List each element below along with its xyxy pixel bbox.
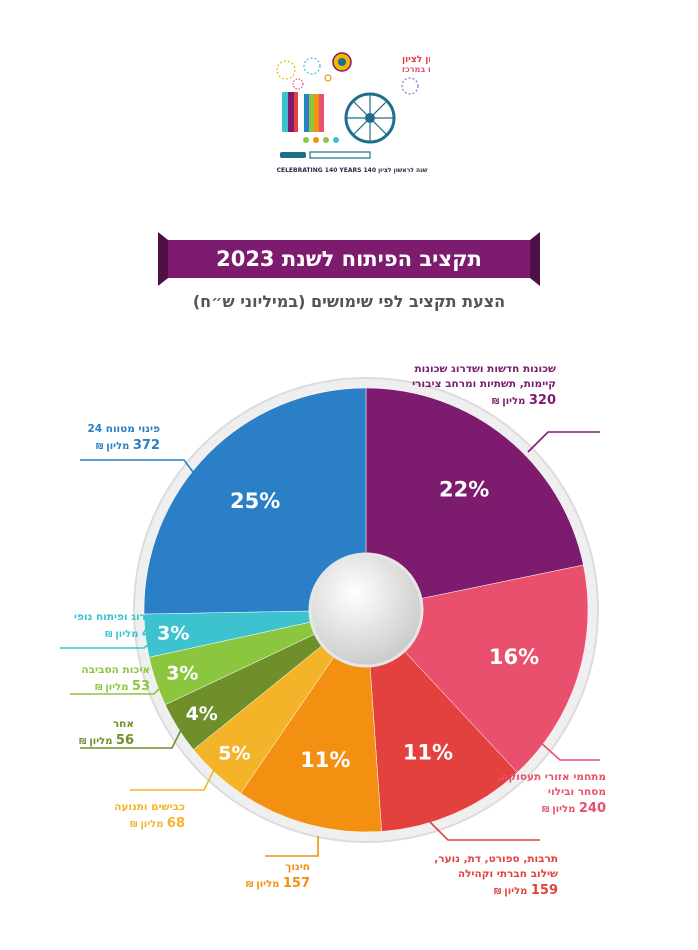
leader-line-1 <box>527 431 600 453</box>
trees-icon <box>303 137 339 143</box>
pie-slice-1 <box>365 387 584 611</box>
slice-label-4: חינוך 157 מליון₪ <box>246 860 310 894</box>
pie-percent-label-4: 11% <box>300 748 350 772</box>
pie-percent-label-2: 16% <box>489 645 539 669</box>
shekel-icon: ₪ <box>95 683 103 693</box>
shekel-icon: ₪ <box>494 887 502 897</box>
slice-label-7: איכות הסביבה 53 מליון₪ <box>81 663 150 697</box>
shekel-icon: ₪ <box>79 737 87 747</box>
slice-label-3: תרבות, ספורט, דת, נוער, שילוב חברתי וקהיל… <box>434 852 558 901</box>
logo-caption: CELEBRATING 140 YEARS 140 שנה לראשון לצי… <box>276 167 428 174</box>
pie-percent-label-5: 5% <box>218 743 250 765</box>
slice-amount: 46 מליון₪ <box>105 626 160 642</box>
pie-slice-4 <box>240 609 382 833</box>
slice-label-8: שדרוג ופיתוח נופי 46 מליון₪ <box>74 610 160 644</box>
shekel-icon: ₪ <box>105 630 113 640</box>
slice-label-line: פינוי מטווח 24 <box>87 423 160 435</box>
leader-line-5 <box>130 769 215 791</box>
shekel-icon: ₪ <box>130 820 138 830</box>
donut-hole <box>308 552 424 668</box>
pie-slice-9 <box>143 387 367 615</box>
shekel-icon: ₪ <box>96 442 104 452</box>
shekel-icon: ₪ <box>542 805 550 815</box>
pie-percent-label-1: 22% <box>439 478 489 502</box>
logo-brand-line2: אתם במרכז <box>402 65 430 74</box>
leader-line-6 <box>80 727 183 749</box>
slice-amount: 372 מליון₪ <box>96 438 160 454</box>
leader-line-7 <box>70 683 165 695</box>
leader-line-2 <box>539 741 600 761</box>
slice-amount: 159 מליון₪ <box>494 883 558 899</box>
leader-line-3 <box>427 819 540 841</box>
pie-percent-label-6: 4% <box>186 703 218 725</box>
shekel-icon: ₪ <box>492 397 500 407</box>
slice-amount: 56 מליון₪ <box>79 733 134 749</box>
slice-label-1: שכונות חדשות ושדרוג שכונות קיימות, תשתיות… <box>412 362 556 411</box>
pie-percent-label-7: 3% <box>166 662 198 684</box>
slice-amount: 240 מליון₪ <box>542 801 606 817</box>
city-emblem-icon <box>332 52 352 72</box>
slice-label-line: כבישים ותנועה <box>114 801 185 813</box>
slice-amount: 68 מליון₪ <box>130 816 185 832</box>
page-subtitle: הצעת תקציב לפי שימושים (במיליוני ש״ח) <box>192 292 506 311</box>
city-140-logo: ראשון לציון אתם במרכז <box>276 52 430 159</box>
slice-label-line: מתחמי אזורי תעסוקה, <box>497 771 606 783</box>
slice-amount: 320 מליון₪ <box>492 393 556 409</box>
pie-percent-label-9: 25% <box>230 489 280 513</box>
leader-line-8 <box>60 639 155 649</box>
leader-line-9 <box>80 459 197 477</box>
fireworks-icon <box>276 57 419 95</box>
pie-percent-label-3: 11% <box>403 741 453 765</box>
pie-slice-3 <box>365 609 518 832</box>
page-title: תקציב הפיתוח לשנת 2023 <box>216 247 482 271</box>
logo-number-four <box>304 94 324 132</box>
slice-label-6: אחר 56 מליון₪ <box>79 717 134 751</box>
slice-label-line: שדרוג ופיתוח נופי <box>73 611 160 623</box>
slice-label-9: פינוי מטווח 24 372 מליון₪ <box>87 422 160 456</box>
ferris-wheel-icon <box>344 92 396 144</box>
slice-amount: 157 מליון₪ <box>246 876 310 892</box>
slice-label-5: כבישים ותנועה 68 מליון₪ <box>114 800 185 834</box>
slice-label-line: תרבות, ספורט, דת, נוער, <box>434 853 558 865</box>
slice-label-line: איכות הסביבה <box>81 664 150 676</box>
train-icon <box>280 151 371 159</box>
slice-label-line: שכונות חדשות ושדרוג שכונות <box>414 363 556 375</box>
slice-label-2: מתחמי אזורי תעסוקה, מסחר ובילוי 240 מליון₪ <box>497 770 606 819</box>
slice-label-line: מסחר ובילוי <box>547 786 606 799</box>
slice-amount: 53 מליון₪ <box>95 679 150 695</box>
pie-percent-label-8: 3% <box>157 623 189 645</box>
logo-brand-line1: ראשון לציון <box>402 55 430 65</box>
shekel-icon: ₪ <box>246 880 254 890</box>
leader-line-4 <box>265 836 319 857</box>
logo-number-one <box>282 92 298 132</box>
slice-label-line: קיימות, תשתיות ומרחב ציבורי <box>412 378 556 391</box>
slice-label-line: שילוב חברתי וקהילה <box>457 868 558 881</box>
slice-label-line: אחר <box>112 718 134 730</box>
slice-label-line: חינוך <box>285 861 310 873</box>
